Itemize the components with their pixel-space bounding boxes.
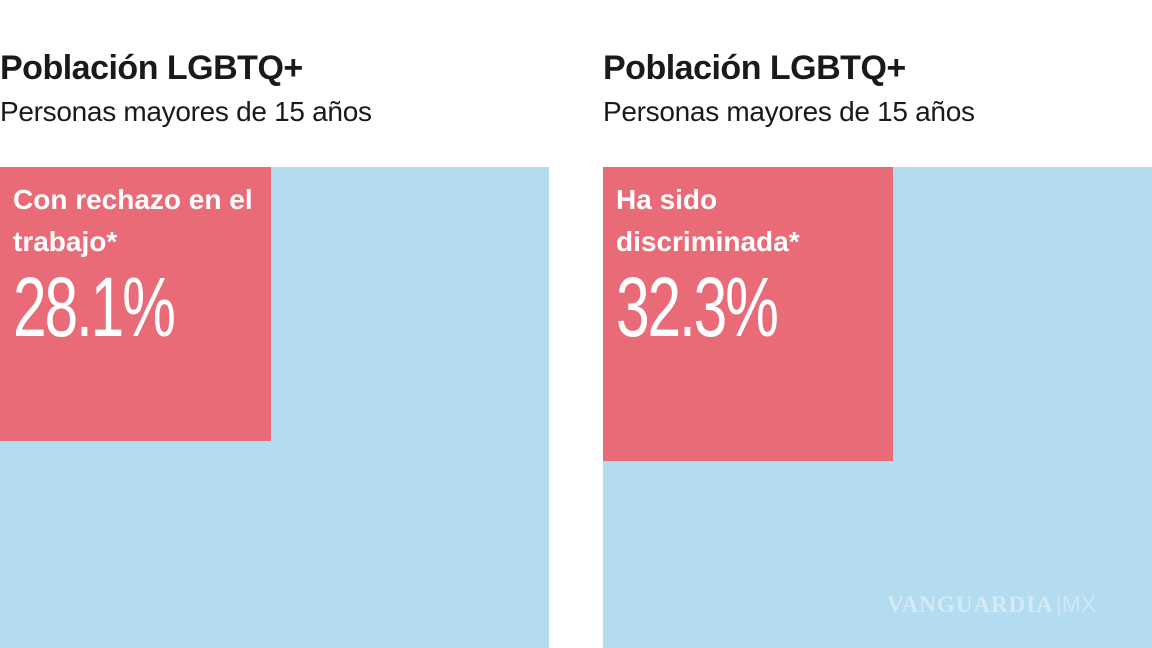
chart-subtitle-right: Personas mayores de 15 años <box>603 96 975 127</box>
chart-title-left: Población LGBTQ+ <box>0 49 303 87</box>
highlight-area-right: Ha sido discriminada* 32.3% <box>603 167 894 461</box>
highlight-area-left: Con rechazo en el trabajo* 28.1% <box>0 167 271 442</box>
value-label-right: 32.3% <box>616 260 779 354</box>
area-chart-left: Con rechazo en el trabajo* 28.1% <box>0 167 549 648</box>
chart-subtitle-left: Personas mayores de 15 años <box>0 96 372 127</box>
watermark-logo: VANGUARDIA |MX <box>887 590 1096 619</box>
area-chart-right: Ha sido discriminada* 32.3% <box>603 167 1152 648</box>
value-label-left: 28.1% <box>13 260 176 354</box>
watermark-logo-text: VANGUARDIA <box>887 592 1054 617</box>
watermark-logo-suffix: |MX <box>1055 591 1097 617</box>
category-label-right: Ha sido discriminada* <box>616 184 800 257</box>
chart-title-right: Población LGBTQ+ <box>603 49 906 87</box>
category-label-left: Con rechazo en el trabajo* <box>13 184 253 257</box>
